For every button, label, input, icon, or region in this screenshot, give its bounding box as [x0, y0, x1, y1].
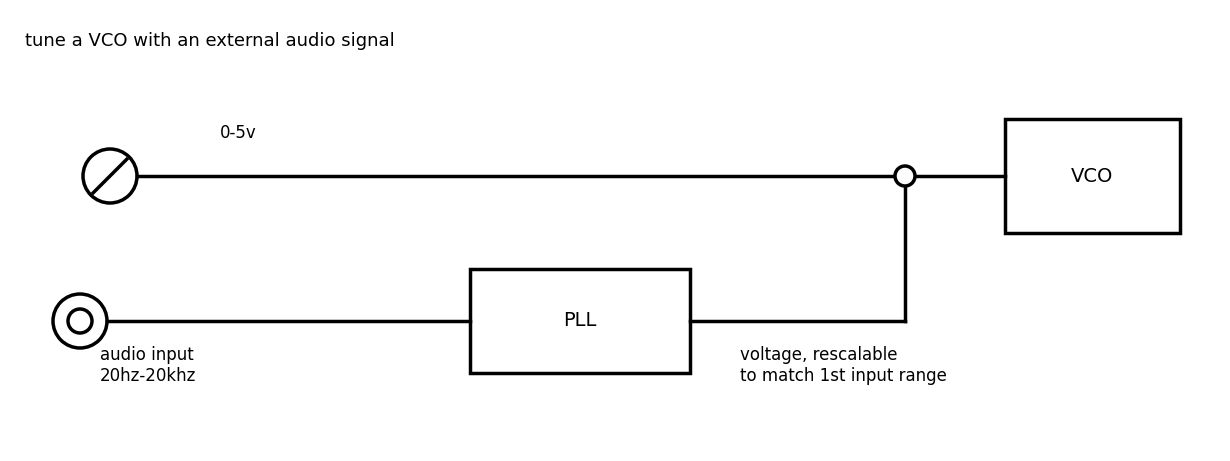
- Text: PLL: PLL: [563, 312, 597, 331]
- Text: VCO: VCO: [1071, 166, 1113, 185]
- Text: audio input
20hz-20khz: audio input 20hz-20khz: [100, 346, 197, 385]
- Bar: [470, 269, 690, 373]
- Circle shape: [68, 309, 92, 333]
- Text: tune a VCO with an external audio signal: tune a VCO with an external audio signal: [25, 32, 395, 50]
- Bar: [1005, 119, 1180, 233]
- Circle shape: [895, 166, 915, 186]
- Text: voltage, rescalable
to match 1st input range: voltage, rescalable to match 1st input r…: [740, 346, 947, 385]
- Text: 0-5v: 0-5v: [220, 124, 257, 142]
